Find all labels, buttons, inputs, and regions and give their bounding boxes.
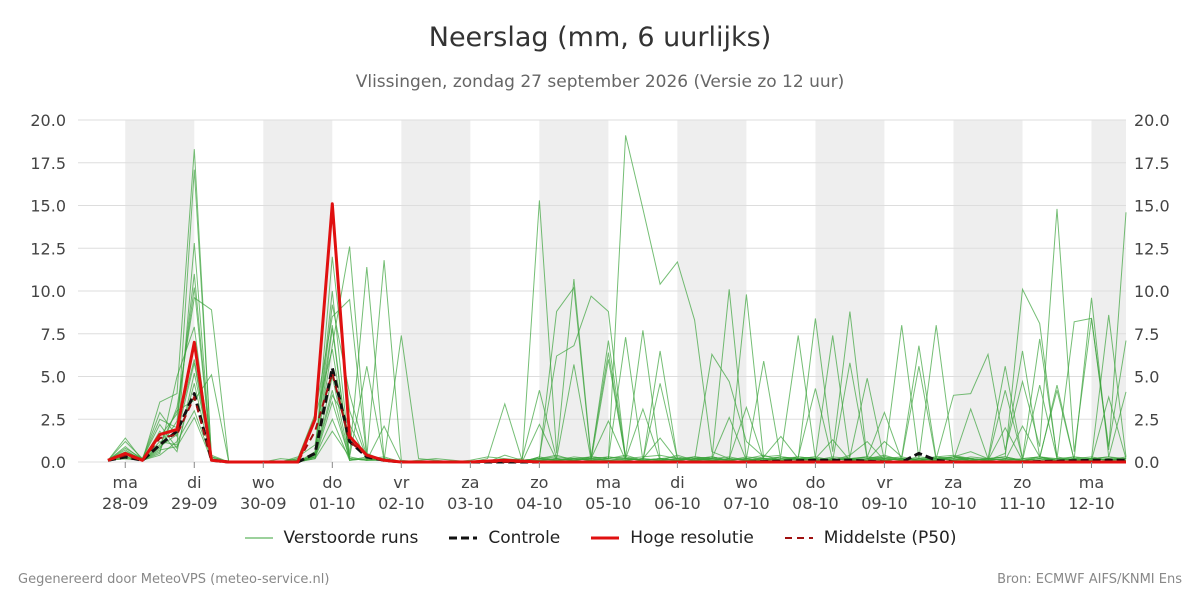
legend-swatch-ensemble: [244, 537, 273, 539]
x-tick-day: ma: [113, 473, 138, 492]
footer-generator: Gegenereerd door MeteoVPS (meteo-service…: [18, 572, 330, 587]
y-tick-label-left: 10.0: [30, 282, 66, 301]
legend-item-control: Controle: [448, 528, 560, 548]
x-tick-day: di: [187, 473, 202, 492]
x-tick-day: vr: [876, 473, 892, 492]
legend-item-median: Middelste (P50): [784, 528, 957, 548]
x-tick-day: wo: [735, 473, 758, 492]
y-tick-label-left: 0.0: [41, 453, 66, 472]
legend-swatch-median: [784, 537, 813, 539]
x-tick-day: zo: [530, 473, 548, 492]
x-tick-date: 12-10: [1068, 494, 1115, 513]
legend: Verstoorde runs Controle Hoge resolutie …: [0, 528, 1200, 548]
y-tick-label-left: 2.5: [41, 410, 66, 429]
legend-item-highres: Hoge resolutie: [590, 528, 754, 548]
y-tick-label-right: 5.0: [1134, 368, 1159, 387]
x-tick-day: za: [944, 473, 962, 492]
x-tick-date: 06-10: [654, 494, 701, 513]
y-tick-label-left: 12.5: [30, 239, 66, 258]
legend-item-ensemble: Verstoorde runs: [244, 528, 419, 548]
y-tick-label-right: 0.0: [1134, 453, 1159, 472]
x-tick-date: 29-09: [171, 494, 218, 513]
y-tick-label-right: 15.0: [1134, 197, 1170, 216]
x-tick-date: 01-10: [309, 494, 356, 513]
x-tick-date: 28-09: [102, 494, 149, 513]
chart-subtitle: Vlissingen, zondag 27 september 2026 (Ve…: [355, 72, 845, 92]
x-tick-day: di: [670, 473, 685, 492]
x-tick-day: do: [805, 473, 825, 492]
legend-label-median: Middelste (P50): [823, 528, 957, 548]
legend-swatch-highres: [591, 536, 620, 540]
y-tick-label-right: 2.5: [1134, 410, 1159, 429]
x-tick-day: do: [322, 473, 342, 492]
x-tick-date: 02-10: [378, 494, 425, 513]
x-tick-day: vr: [393, 473, 409, 492]
x-tick-date: 08-10: [792, 494, 839, 513]
legend-label-control: Controle: [488, 528, 561, 548]
x-tick-date: 05-10: [585, 494, 632, 513]
y-tick-label-left: 7.5: [41, 325, 66, 344]
legend-label-ensemble: Verstoorde runs: [283, 528, 419, 548]
x-tick-day: zo: [1013, 473, 1031, 492]
y-tick-label-right: 17.5: [1134, 154, 1170, 173]
y-tick-label-left: 15.0: [30, 197, 66, 216]
legend-swatch-control: [449, 536, 478, 540]
y-tick-label-right: 7.5: [1134, 325, 1159, 344]
y-tick-label-right: 12.5: [1134, 239, 1170, 258]
series-line-median: [107, 372, 1126, 463]
x-tick-day: ma: [596, 473, 621, 492]
x-tick-date: 11-10: [999, 494, 1046, 513]
x-tick-date: 03-10: [447, 494, 494, 513]
x-tick-date: 30-09: [240, 494, 287, 513]
y-tick-label-right: 10.0: [1134, 282, 1170, 301]
y-tick-label-left: 17.5: [30, 154, 66, 173]
x-tick-date: 04-10: [516, 494, 563, 513]
y-tick-label-left: 5.0: [41, 368, 66, 387]
chart-title: Neerslag (mm, 6 uurlijks): [428, 22, 772, 53]
y-tick-label-right: 20.0: [1134, 111, 1170, 130]
x-tick-date: 10-10: [930, 494, 977, 513]
footer-source: Bron: ECMWF AIFS/KNMI Ens: [997, 572, 1182, 587]
y-tick-label-left: 20.0: [30, 111, 66, 130]
x-tick-date: 09-10: [861, 494, 908, 513]
x-tick-day: za: [461, 473, 479, 492]
x-tick-date: 07-10: [723, 494, 770, 513]
x-tick-day: wo: [252, 473, 275, 492]
legend-label-highres: Hoge resolutie: [630, 528, 754, 548]
x-tick-day: ma: [1079, 473, 1104, 492]
axes: 0.0 0.0 2.5 2.5 5.0 5.0 7.5 7.5 10.0 10.0 12.5 12.5…: [30, 111, 1169, 513]
